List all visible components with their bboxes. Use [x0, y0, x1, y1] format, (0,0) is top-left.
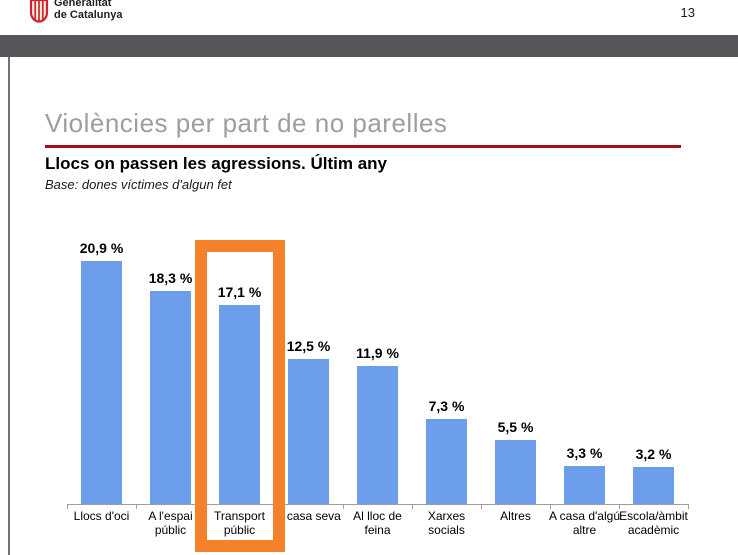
bar-5: [426, 419, 467, 504]
highlight-box-transport-public: [194, 240, 285, 552]
category-label-5: Xarxes socials: [427, 509, 466, 537]
left-margin-rule: [8, 57, 10, 555]
bar-7: [564, 466, 605, 504]
bar-4: [357, 366, 398, 504]
x-axis-tick-5: [412, 504, 413, 509]
x-axis-tick-0: [67, 504, 68, 509]
title-underline: [45, 145, 681, 148]
x-axis-tick-4: [343, 504, 344, 509]
header-divider-bar: [0, 35, 738, 57]
value-label-0: 20,9 %: [79, 240, 124, 256]
bar-2: [219, 305, 260, 504]
value-label-3: 12,5 %: [286, 338, 331, 354]
bar-6: [495, 440, 536, 504]
x-axis-tick-1: [136, 504, 137, 509]
x-axis-line: [67, 504, 689, 505]
page-number: 13: [680, 5, 695, 20]
value-label-4: 11,9 %: [356, 345, 399, 361]
category-label-8: Escola/àmbit acadèmic: [619, 509, 688, 537]
category-label-6: Altres: [500, 509, 531, 523]
category-label-2: Transport públic: [214, 509, 265, 537]
value-label-7: 3,3 %: [566, 445, 603, 461]
x-axis-tick-9: [688, 504, 689, 509]
bar-8: [633, 467, 674, 504]
x-axis-tick-6: [481, 504, 482, 509]
logo-line1: Generalitat: [54, 0, 112, 9]
bar-chart: 20,9 % Llocs d'oci 18,3 % A l'espai públic 1…: [0, 230, 738, 555]
value-label-5: 7,3 %: [428, 398, 465, 414]
value-label-1: 18,3 %: [148, 270, 193, 286]
value-label-8: 3,2 %: [635, 446, 672, 462]
logo-text: Generalitat de Catalunya: [54, 0, 122, 21]
base-note: Base: dones víctimes d'algun fet: [45, 177, 232, 192]
value-label-6: 5,5 %: [497, 419, 534, 435]
bar-3: [288, 359, 329, 504]
x-axis-tick-8: [619, 504, 620, 509]
x-axis-tick-7: [550, 504, 551, 509]
category-label-4: Al lloc de feina: [353, 509, 402, 537]
category-label-0: Llocs d'oci: [73, 509, 130, 523]
senyera-shield-icon: [29, 0, 49, 23]
logo-line2: de Catalunya: [54, 9, 123, 21]
category-label-7: A casa d'algú altre: [548, 509, 620, 537]
bar-0: [81, 261, 122, 504]
chart-subtitle: Llocs on passen les agressions. Últim an…: [45, 154, 388, 173]
category-label-1: A l'espai públic: [148, 509, 193, 537]
slide-title: Violències per part de no parelles: [45, 108, 448, 138]
bar-1: [150, 291, 191, 504]
generalitat-logo: Generalitat de Catalunya: [29, 0, 122, 25]
value-label-2: 17,1 %: [217, 284, 262, 300]
